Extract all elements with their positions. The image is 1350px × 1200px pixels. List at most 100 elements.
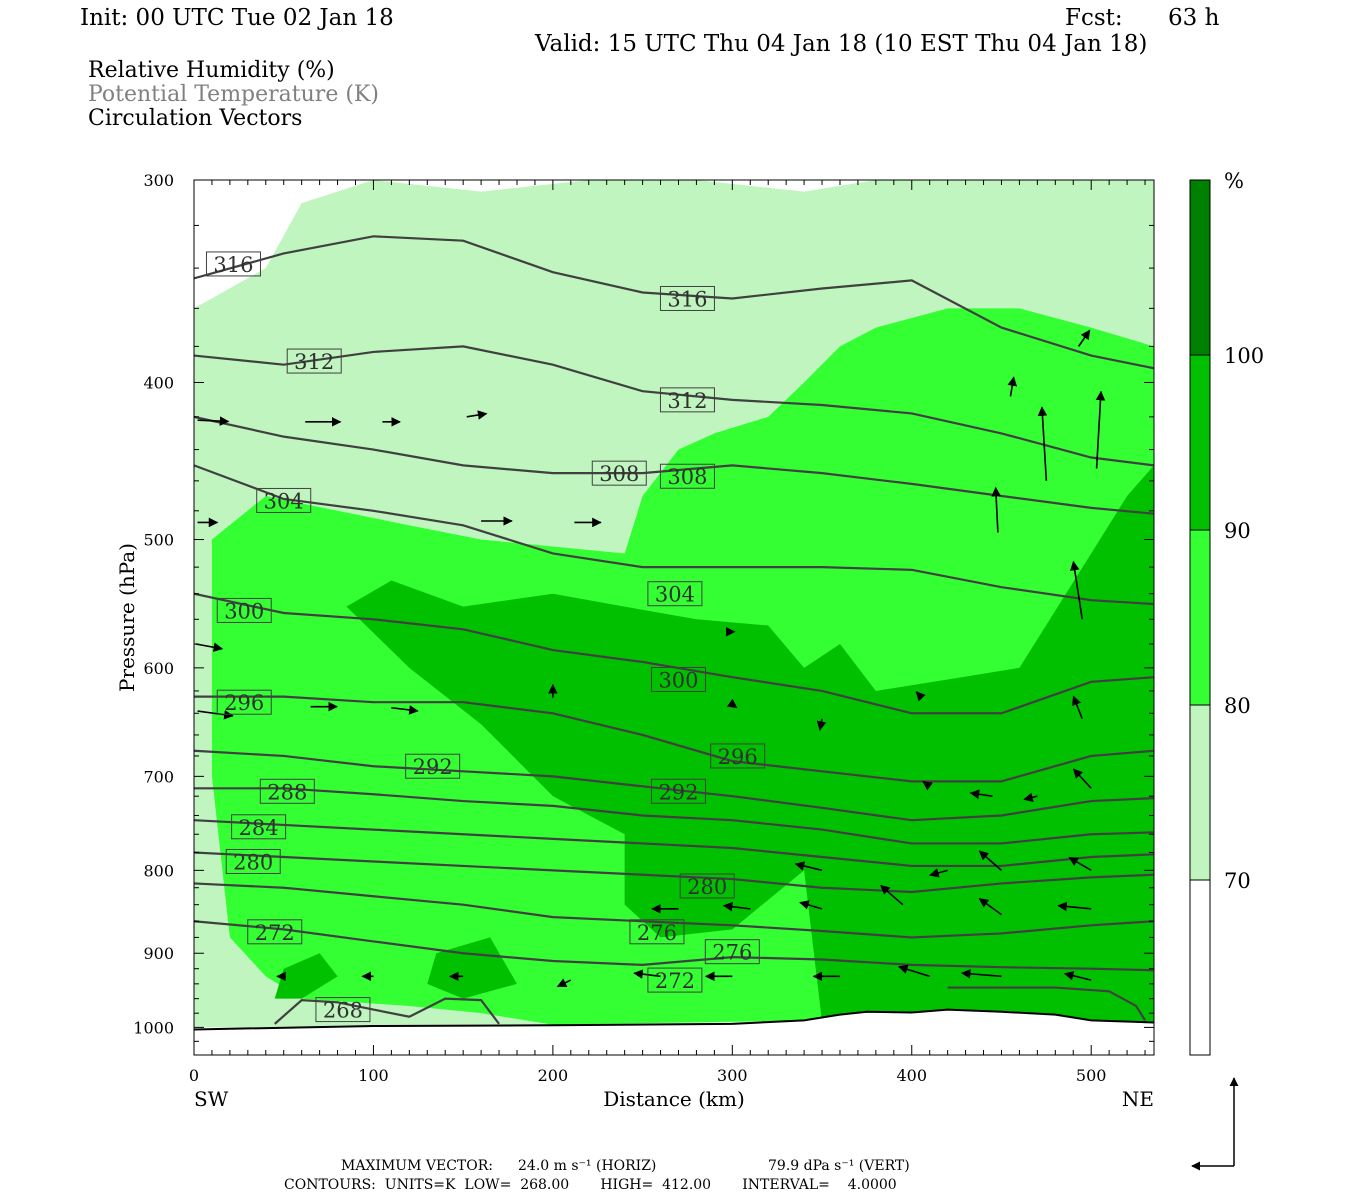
isentrope-label-box <box>629 919 685 945</box>
rh-90-100-low-a <box>274 953 338 999</box>
isentrope-line-304 <box>194 464 1154 606</box>
circulation-vector <box>929 868 948 878</box>
colorbar-level-label: 70 <box>1224 869 1251 893</box>
isentrope-label-box <box>231 814 287 840</box>
circulation-vector <box>880 884 904 906</box>
circulation-vector <box>1072 695 1083 720</box>
y-tick-label: 800 <box>143 861 174 880</box>
isentrope-line-288 <box>194 787 1154 845</box>
isentrope-label-layer: 316 316 312 312 308 308 304 304 300 300 296 296 292 2… <box>205 251 766 1023</box>
y-tick-label: 600 <box>143 659 174 678</box>
max-vector-vert: 79.9 dPa s⁻¹ (VERT) <box>768 1158 910 1174</box>
contours-info: CONTOURS: UNITS=K LOW= 268.00 HIGH= 412.… <box>284 1177 897 1193</box>
circulation-vector <box>1068 856 1092 872</box>
isentrope-label: 288 <box>267 780 307 804</box>
isentrope-label-box <box>205 251 261 277</box>
circulation-vector <box>1077 329 1091 347</box>
circulation-vector <box>1095 390 1106 469</box>
field-vectors-label: Circulation Vectors <box>88 106 303 131</box>
x-tick-label: 100 <box>358 1066 389 1085</box>
axes-frame <box>193 179 1155 1056</box>
circulation-vector <box>633 969 661 979</box>
circulation-vector <box>960 969 1002 979</box>
x-tick-label: 400 <box>896 1066 927 1085</box>
max-vector-horiz: 24.0 m s⁻¹ (HORIZ) <box>518 1158 657 1174</box>
circulation-vector <box>816 718 827 731</box>
isentrope-label-box <box>659 463 715 489</box>
circulation-vector <box>1037 406 1048 481</box>
isentrope-label: 292 <box>413 755 453 779</box>
isentrope-line-268 <box>947 986 1146 1021</box>
isentrope-label: 276 <box>712 941 752 965</box>
isentrope-label: 268 <box>323 999 363 1023</box>
axis-ticks: 0 100 200 300 400 500 300 400 500 600 700 800 900 100… <box>115 171 1154 1111</box>
y-tick-label: 700 <box>143 767 174 786</box>
circulation-vector <box>915 691 926 702</box>
isentrope-label-box <box>710 743 766 769</box>
plot-frame <box>193 179 1155 1056</box>
isentrope-label: 272 <box>255 921 295 945</box>
circulation-vector <box>794 861 823 872</box>
isentrope-label: 296 <box>718 745 758 769</box>
isentrope-line-268 <box>274 997 500 1025</box>
isentrope-label-box <box>286 348 342 374</box>
isentrope-label-box <box>704 939 760 965</box>
isentrope-label-box <box>647 967 703 993</box>
isentrope-label: 280 <box>687 875 727 899</box>
isentrope-label: 292 <box>658 780 698 804</box>
isentrope-label-box <box>225 848 281 874</box>
isentrope-label: 308 <box>599 462 639 486</box>
isentrope-label: 272 <box>655 969 695 993</box>
isentrope-label-box <box>679 873 735 899</box>
isentrope-label-box <box>405 753 461 779</box>
colorbar-swatch <box>1189 879 1211 1056</box>
circulation-vector <box>466 410 488 420</box>
circulation-vector <box>195 642 224 652</box>
circulation-vector <box>726 698 738 709</box>
isentrope-label-box <box>650 778 706 804</box>
isentrope-line-296 <box>194 695 1154 783</box>
circulation-vector <box>897 964 930 978</box>
isentrope-layer <box>194 235 1154 1031</box>
x-tick-label: 300 <box>717 1066 748 1085</box>
circulation-vector <box>978 898 1002 916</box>
x-end-label-sw: SW <box>194 1087 229 1111</box>
isentrope-label-box <box>216 689 272 715</box>
x-tick-label: 500 <box>1076 1066 1107 1085</box>
circulation-vector <box>1007 376 1018 397</box>
circulation-vector <box>969 789 993 799</box>
colorbar-level-label: 90 <box>1224 519 1251 543</box>
isentrope-label: 284 <box>239 816 279 840</box>
x-end-label-ne: NE <box>1122 1087 1154 1111</box>
x-tick-label: 0 <box>189 1066 199 1085</box>
isentrope-label: 316 <box>213 253 253 277</box>
colorbar-level-label: 80 <box>1224 694 1251 718</box>
isentrope-line-300 <box>194 592 1154 715</box>
circulation-vector <box>391 705 419 715</box>
colorbar-swatch <box>1189 529 1211 706</box>
colorbar-swatch <box>1189 179 1211 356</box>
circulation-vector <box>197 416 230 426</box>
vector-key <box>1191 1077 1239 1171</box>
isentrope-label-box <box>647 581 703 607</box>
isentrope-label: 276 <box>637 921 677 945</box>
isentrope-line-276 <box>194 882 1154 939</box>
isentrope-label: 304 <box>655 583 695 607</box>
circulation-vector <box>991 486 1001 533</box>
isentrope-line-284 <box>194 819 1154 868</box>
isentrope-line-272 <box>194 920 1154 972</box>
isentrope-label-box <box>650 666 706 692</box>
circulation-vector <box>1063 971 1092 981</box>
circulation-vector <box>799 900 823 910</box>
isentrope-label: 312 <box>294 350 334 374</box>
colorbar-level-label: 100 <box>1224 344 1264 368</box>
rh-90-100 <box>346 465 1154 1024</box>
terrain-surface-line <box>194 1008 1154 1031</box>
y-tick-label: 1000 <box>133 1018 174 1037</box>
field-theta-label: Potential Temperature (K) <box>88 82 379 107</box>
circulation-vector <box>197 709 234 720</box>
y-tick-label: 900 <box>143 944 174 963</box>
isentrope-label: 312 <box>667 389 707 413</box>
circulation-vector <box>722 901 751 912</box>
isentrope-label-box <box>259 778 315 804</box>
